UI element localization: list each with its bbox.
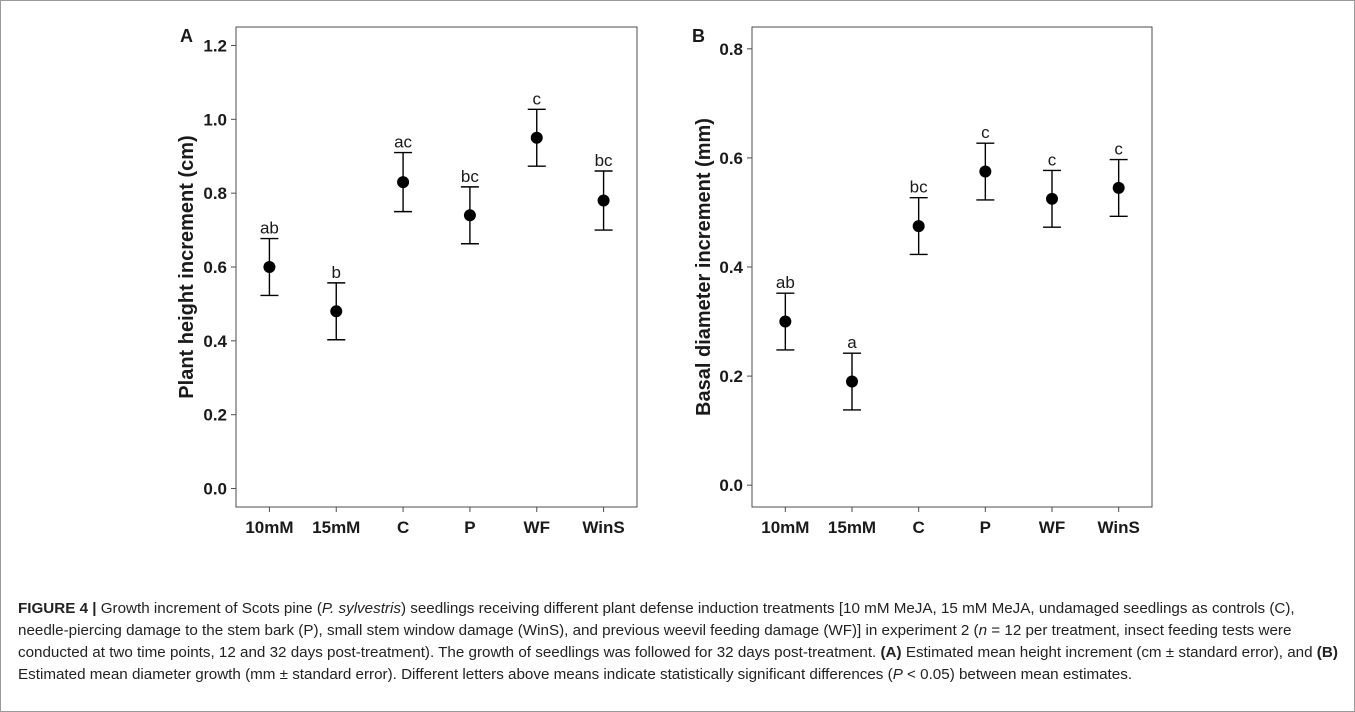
panel-a-ytick-label: 0.6	[203, 258, 227, 277]
panel-a-ytick-label: 1.0	[203, 110, 227, 129]
caption-text-4: < 0.05) between mean estimates.	[902, 666, 1133, 683]
panel-a-point-10mM	[263, 261, 276, 273]
panel-b-xtick-label: C	[913, 518, 925, 537]
panel-b-letter-P: c	[981, 123, 990, 142]
panel-b-point-15mM	[846, 375, 858, 388]
figure-caption: FIGURE 4 | Growth increment of Scots pin…	[18, 598, 1338, 686]
panel-b-letter-15mM: a	[847, 333, 857, 352]
caption-part-b-label: (B)	[1316, 644, 1338, 661]
caption-label: FIGURE 4 |	[18, 600, 97, 617]
panel-b-xtick-label: 15mM	[828, 518, 876, 537]
panel-b-point-C	[912, 220, 925, 233]
panel-b-xtick-label: P	[980, 518, 991, 537]
panel-b-plot-frame	[751, 26, 1153, 508]
panel-a-ytick-label: 1.2	[203, 36, 227, 55]
caption-part-b-text: Estimated mean diameter growth (mm ± sta…	[18, 666, 893, 683]
panel-a-letter-WinS: bc	[595, 151, 613, 170]
panel-b-xtick-label: 10mM	[761, 518, 809, 537]
panel-a-point-WinS	[597, 194, 610, 207]
caption-part-a-label: (A)	[880, 644, 902, 661]
panel-a-point-WF	[530, 131, 543, 144]
panel-b-letter-WF: c	[1048, 150, 1057, 169]
panel-a-point-P	[463, 209, 476, 222]
panel-a-ytick-label: 0.4	[203, 332, 227, 351]
panel-b-letter-10mM: ab	[776, 273, 795, 292]
panel-a-letter-P: bc	[461, 167, 479, 186]
panel-a-point-C	[397, 176, 410, 189]
panel-a-xtick-label: WF	[524, 518, 550, 537]
panel-a-point-15mM	[330, 305, 343, 318]
panel-a-xtick-label: 15mM	[312, 518, 360, 537]
panel-b-letter-C: bc	[910, 178, 928, 197]
panel-b-point-WF	[1046, 192, 1058, 205]
caption-text-2: ) seedlings receiving different plant de…	[18, 600, 1295, 639]
panel-b-ytick-label: 0.2	[719, 367, 743, 386]
panel-a-plot-frame	[235, 26, 638, 508]
panel-a-xtick-label: WinS	[582, 518, 624, 537]
panel-b-letter-WinS: c	[1114, 140, 1123, 159]
panel-b-ytick-label: 0.8	[719, 40, 743, 59]
panel-a-label: A	[180, 26, 193, 46]
caption-p-symbol: P	[892, 666, 903, 683]
panel-b-label: B	[692, 26, 705, 46]
caption-part-a-text: Estimated mean height increment (cm ± st…	[901, 644, 1317, 661]
caption-n-symbol: n	[978, 622, 988, 639]
panel-a-letter-C: ac	[394, 133, 412, 152]
caption-species: P. sylvestris	[321, 600, 401, 617]
panel-a-letter-WF: c	[533, 89, 542, 108]
panel-b-y-axis-label: Basal diameter increment (mm)	[693, 118, 715, 416]
panel-a-letter-15mM: b	[332, 263, 341, 282]
panel-b-xtick-label: WF	[1039, 518, 1065, 537]
panel-a-xtick-label: P	[464, 518, 475, 537]
panel-a-ytick-label: 0.0	[203, 480, 227, 499]
panel-b-point-WinS	[1112, 181, 1125, 194]
panel-a-y-axis-label: Plant height increment (cm)	[176, 135, 198, 398]
panel-a-ytick-label: 0.8	[203, 184, 227, 203]
panel-b-point-10mM	[779, 315, 792, 328]
panel-a-xtick-label: C	[397, 518, 409, 537]
panel-a-xtick-label: 10mM	[245, 518, 293, 537]
caption-text-3: = 12 per treatment, insect feeding tests…	[18, 622, 1292, 661]
panel-b-xtick-label: WinS	[1097, 518, 1139, 537]
charts-area: A 0.0 0.2 0.4 0.6 0.8 1.0 1.2 Plant height incre…	[176, 26, 1153, 537]
panel-b-point-P	[979, 165, 992, 178]
panel-a-letter-10mM: ab	[260, 219, 279, 238]
caption-text-1: Growth increment of Scots pine (	[96, 600, 322, 617]
panel-b-ytick-label: 0.0	[719, 476, 743, 495]
panel-b-ytick-label: 0.4	[719, 258, 743, 277]
panel-a-ytick-label: 0.2	[203, 406, 227, 425]
panel-b-ytick-label: 0.6	[719, 149, 743, 168]
